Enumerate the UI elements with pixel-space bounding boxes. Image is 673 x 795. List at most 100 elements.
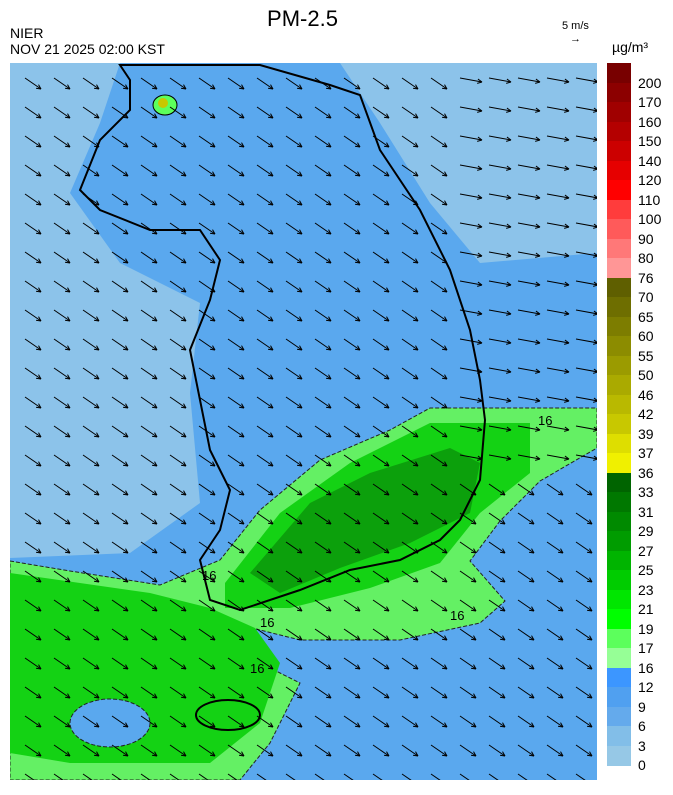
wind-arrow [169,106,187,119]
wind-scale-label: 5 m/s [562,20,589,32]
wind-arrow-head [477,136,483,142]
wind-arrow [488,425,512,431]
wind-arrow [285,541,303,554]
colorbar-segment [607,336,631,356]
colorbar-segment [607,375,631,395]
wind-arrow-head [64,577,71,583]
wind-arrow [256,106,274,119]
wind-arrow-head [354,606,361,612]
wind-arrow-head [586,577,593,583]
wind-arrow [82,454,100,467]
wind-arrow [314,657,332,670]
wind-arrow [285,715,303,728]
wind-arrow-head [499,664,506,670]
wind-arrow-head [528,693,535,699]
wind-arrow [256,396,274,409]
wind-arrow-head [238,84,245,90]
wind-arrow-head [354,519,361,525]
wind-arrow-head [383,142,390,148]
wind-arrow [256,715,274,728]
wind-arrow [430,512,448,525]
wind-arrow-head [122,171,129,177]
wind-arrow-head [296,287,303,293]
wind-arrow [169,599,187,612]
wind-arrow-head [267,142,274,148]
wind-arrow-head [296,548,303,554]
wind-arrow [256,686,274,699]
wind-arrow-head [354,258,361,264]
wind-arrow [24,425,42,438]
wind-arrow [314,773,325,780]
wind-arrow [24,396,42,409]
wind-arrow [459,512,477,525]
wind-arrow [24,541,42,554]
wind-arrow [372,512,390,525]
wind-arrow-head [506,455,512,461]
colorbar-label: 25 [638,562,654,578]
wind-arrow-head [64,722,71,728]
wind-arrow-head [383,287,390,293]
wind-arrow-head [209,461,216,467]
wind-arrow [401,773,412,780]
wind-arrow-head [528,519,535,525]
wind-arrow [198,686,216,699]
wind-arrow [256,454,274,467]
wind-arrow [546,396,570,402]
wind-arrow [517,686,535,699]
wind-arrow-head [586,490,593,496]
wind-arrow [314,425,332,438]
wind-arrow-head [180,258,187,264]
wind-arrow-head [441,374,448,380]
wind-arrow-head [267,577,274,583]
wind-arrow-head [180,635,187,641]
wind-arrow-head [557,722,564,728]
wind-arrow [546,715,564,728]
wind-arrow-head [267,229,274,235]
wind-arrow [430,77,448,90]
pollution-zone-dark [250,448,480,593]
wind-arrow-head [564,165,570,171]
wind-arrow-head [267,490,274,496]
wind-arrow [198,773,209,780]
wind-arrow-head [122,490,129,496]
colorbar-segment [607,141,631,161]
wind-arrow-head [564,252,570,258]
wind-arrow-head [477,426,483,432]
wind-arrow-head [35,461,42,467]
wind-arrow-head [564,194,570,200]
wind-arrow [517,715,535,728]
wind-arrow [140,338,158,351]
wind-arrow [401,599,419,612]
wind-arrow-head [180,345,187,351]
wind-arrow [343,628,361,641]
wind-arrow-head [238,577,245,583]
wind-arrow [285,570,303,583]
wind-arrow [314,280,332,293]
wind-arrow-head [151,142,158,148]
wind-arrow [546,338,570,344]
wind-arrow [343,164,361,177]
wind-arrow [256,425,274,438]
wind-arrow [372,309,390,322]
wind-arrow-head [354,287,361,293]
wind-arrow-head [564,310,570,316]
wind-arrow-head [593,107,597,113]
wind-arrow [140,222,158,235]
wind-arrow [546,135,570,141]
colorbar-segment [607,82,631,103]
wind-arrow-head [564,397,570,403]
wind-arrow [575,512,593,525]
clean-area-south [69,698,151,748]
wind-arrow [169,164,187,177]
colorbar-label: 80 [638,250,654,266]
wind-arrow [53,715,71,728]
wind-arrow-head [586,722,593,728]
wind-arrow [53,628,71,641]
wind-arrow [140,628,158,641]
wind-arrow [140,454,158,467]
wind-arrow-head [354,722,361,728]
wind-arrow [372,454,390,467]
wind-arrow-head [412,84,419,90]
wind-arrow-head [477,252,483,258]
contour-label: 16 [260,615,274,630]
